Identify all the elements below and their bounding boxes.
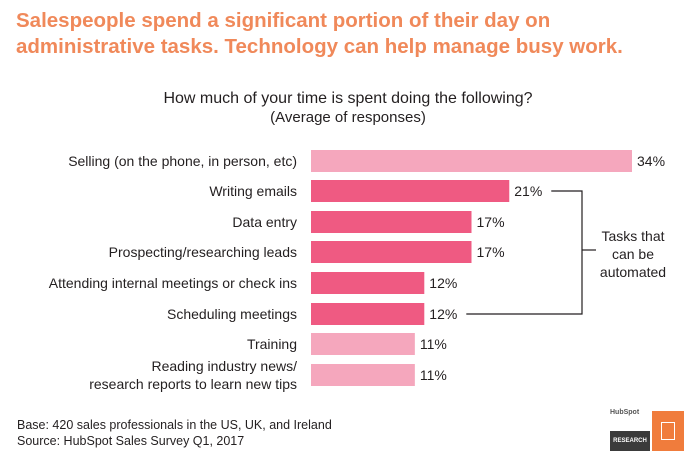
chart-title: How much of your time is spent doing the… [163,90,533,107]
bar-4 [311,272,425,294]
category-label-0: Selling (on the phone, in person, etc) [68,153,297,169]
category-label-6: Training [247,336,297,352]
category-label-7: Reading industry news/research reports t… [89,358,297,392]
automation-bracket [466,190,583,315]
value-label-4: 12% [429,275,457,291]
category-label-3: Prospecting/researching leads [109,244,297,260]
value-label-6: 11% [420,336,447,352]
bar-1 [311,180,510,202]
category-label-1: Writing emails [209,183,297,199]
value-label-0: 34% [637,153,665,169]
headline-line-1: Salespeople spend a significant portion … [16,9,551,32]
hubspot-research-logo: HubSpot RESEARCH [610,407,686,453]
bar-3 [311,241,472,263]
value-label-7: 11% [420,367,447,383]
hubspot-wordmark: HubSpot [610,409,640,416]
bar-5 [311,303,425,325]
value-label-1: 21% [514,183,542,199]
category-label-2: Data entry [232,214,297,230]
value-label-2: 17% [477,214,505,230]
category-label-4: Attending internal meetings or check ins [49,275,297,291]
footnote-source: Source: HubSpot Sales Survey Q1, 2017 [17,434,245,448]
footnote-base: Base: 420 sales professionals in the US,… [17,418,332,432]
chart-subtitle: (Average of responses) [270,109,426,126]
bar-7 [311,364,415,386]
category-label-5: Scheduling meetings [167,306,297,322]
value-label-5: 12% [429,306,457,322]
bar-6 [311,333,415,355]
bar-2 [311,211,472,233]
research-label: RESEARCH [610,431,650,451]
value-label-3: 17% [477,244,505,260]
headline-line-2: administrative tasks. Technology can hel… [16,35,623,58]
headline: Salespeople spend a significant portion … [16,8,686,60]
automation-annotation: Tasks that can be automated [600,228,666,280]
bar-0 [311,150,632,172]
footnote: Base: 420 sales professionals in the US,… [17,417,332,449]
document-icon [652,411,684,451]
